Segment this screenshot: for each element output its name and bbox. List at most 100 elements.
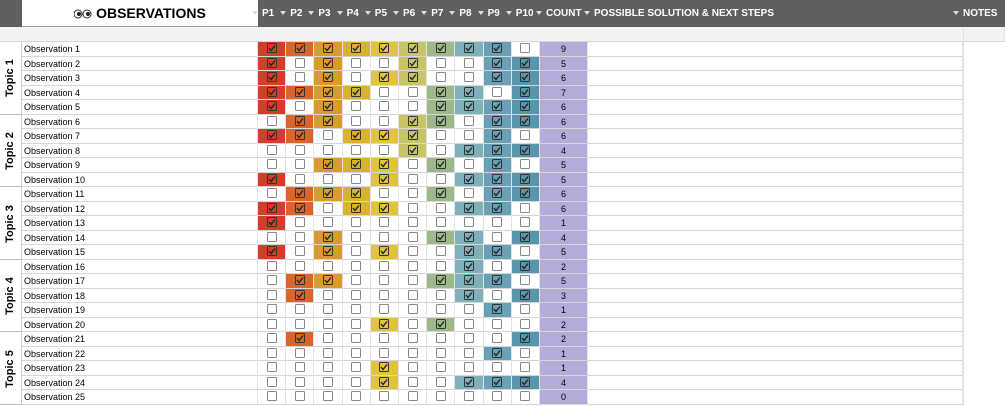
- checkbox-cell[interactable]: [342, 317, 371, 333]
- checkbox-cell[interactable]: [286, 114, 315, 130]
- checkbox-cell[interactable]: [258, 245, 287, 260]
- checkbox-cell[interactable]: [511, 100, 540, 115]
- checkbox-cell[interactable]: [483, 375, 512, 391]
- checkbox-cell[interactable]: [286, 361, 315, 376]
- checkbox-cell[interactable]: [455, 274, 484, 289]
- checkbox-cell[interactable]: [370, 56, 399, 72]
- checkbox-cell[interactable]: [286, 143, 315, 159]
- checkbox-cell[interactable]: [370, 230, 399, 246]
- checkbox-cell[interactable]: [286, 390, 315, 405]
- checkbox-cell[interactable]: [342, 201, 371, 217]
- checkbox-cell[interactable]: [427, 230, 456, 246]
- checkbox-cell[interactable]: [427, 216, 456, 231]
- checkbox-cell[interactable]: [455, 346, 484, 362]
- checkbox-cell[interactable]: [314, 332, 343, 347]
- checkbox-cell[interactable]: [455, 245, 484, 260]
- checkbox-cell[interactable]: [455, 100, 484, 115]
- checkbox-cell[interactable]: [455, 317, 484, 333]
- checkbox-cell[interactable]: [314, 288, 343, 304]
- checkbox-cell[interactable]: [427, 274, 456, 289]
- checkbox-cell[interactable]: [483, 187, 512, 202]
- checkbox-cell[interactable]: [258, 158, 287, 173]
- checkbox-cell[interactable]: [342, 56, 371, 72]
- filter-icon[interactable]: [280, 11, 287, 15]
- checkbox-cell[interactable]: [483, 390, 512, 405]
- checkbox-cell[interactable]: [511, 303, 540, 318]
- checkbox-cell[interactable]: [427, 56, 456, 72]
- checkbox-cell[interactable]: [258, 143, 287, 159]
- checkbox-cell[interactable]: [427, 375, 456, 391]
- checkbox-cell[interactable]: [483, 143, 512, 159]
- checkbox-cell[interactable]: [483, 114, 512, 130]
- checkbox-cell[interactable]: [511, 187, 540, 202]
- checkbox-cell[interactable]: [342, 245, 371, 260]
- checkbox-cell[interactable]: [511, 71, 540, 86]
- checkbox-cell[interactable]: [370, 245, 399, 260]
- checkbox-cell[interactable]: [314, 259, 343, 275]
- checkbox-cell[interactable]: [511, 42, 540, 57]
- filter-icon[interactable]: [953, 11, 959, 15]
- checkbox-cell[interactable]: [483, 85, 512, 101]
- checkbox-cell[interactable]: [399, 230, 428, 246]
- checkbox-cell[interactable]: [286, 201, 315, 217]
- checkbox-cell[interactable]: [399, 259, 428, 275]
- checkbox-cell[interactable]: [342, 303, 371, 318]
- checkbox-cell[interactable]: [455, 42, 484, 57]
- checkbox-cell[interactable]: [455, 158, 484, 173]
- checkbox-cell[interactable]: [511, 56, 540, 72]
- checkbox-cell[interactable]: [370, 317, 399, 333]
- checkbox-cell[interactable]: [511, 259, 540, 275]
- checkbox-cell[interactable]: [370, 85, 399, 101]
- checkbox-cell[interactable]: [370, 216, 399, 231]
- checkbox-cell[interactable]: [511, 230, 540, 246]
- checkbox-cell[interactable]: [314, 158, 343, 173]
- checkbox-cell[interactable]: [511, 346, 540, 362]
- checkbox-cell[interactable]: [258, 42, 287, 57]
- checkbox-cell[interactable]: [342, 390, 371, 405]
- checkbox-cell[interactable]: [370, 100, 399, 115]
- checkbox-cell[interactable]: [399, 114, 428, 130]
- checkbox-cell[interactable]: [399, 346, 428, 362]
- checkbox-cell[interactable]: [342, 346, 371, 362]
- checkbox-cell[interactable]: [427, 158, 456, 173]
- checkbox-cell[interactable]: [455, 230, 484, 246]
- checkbox-cell[interactable]: [370, 303, 399, 318]
- checkbox-cell[interactable]: [258, 259, 287, 275]
- checkbox-cell[interactable]: [511, 245, 540, 260]
- filter-icon[interactable]: [536, 11, 542, 15]
- checkbox-cell[interactable]: [258, 129, 287, 144]
- checkbox-cell[interactable]: [399, 56, 428, 72]
- checkbox-cell[interactable]: [427, 346, 456, 362]
- checkbox-cell[interactable]: [286, 85, 315, 101]
- checkbox-cell[interactable]: [455, 172, 484, 188]
- checkbox-cell[interactable]: [370, 201, 399, 217]
- checkbox-cell[interactable]: [511, 172, 540, 188]
- checkbox-cell[interactable]: [399, 100, 428, 115]
- checkbox-cell[interactable]: [314, 143, 343, 159]
- checkbox-cell[interactable]: [370, 332, 399, 347]
- checkbox-cell[interactable]: [427, 143, 456, 159]
- checkbox-cell[interactable]: [483, 56, 512, 72]
- checkbox-cell[interactable]: [342, 129, 371, 144]
- checkbox-cell[interactable]: [427, 317, 456, 333]
- checkbox-cell[interactable]: [427, 71, 456, 86]
- checkbox-cell[interactable]: [399, 143, 428, 159]
- checkbox-cell[interactable]: [511, 143, 540, 159]
- checkbox-cell[interactable]: [455, 71, 484, 86]
- checkbox-cell[interactable]: [370, 346, 399, 362]
- checkbox-cell[interactable]: [511, 375, 540, 391]
- checkbox-cell[interactable]: [399, 187, 428, 202]
- checkbox-cell[interactable]: [483, 100, 512, 115]
- checkbox-cell[interactable]: [483, 42, 512, 57]
- checkbox-cell[interactable]: [314, 56, 343, 72]
- checkbox-cell[interactable]: [483, 216, 512, 231]
- checkbox-cell[interactable]: [370, 42, 399, 57]
- checkbox-cell[interactable]: [342, 114, 371, 130]
- checkbox-cell[interactable]: [483, 288, 512, 304]
- checkbox-cell[interactable]: [258, 71, 287, 86]
- checkbox-cell[interactable]: [286, 129, 315, 144]
- checkbox-cell[interactable]: [483, 245, 512, 260]
- checkbox-cell[interactable]: [455, 129, 484, 144]
- checkbox-cell[interactable]: [455, 187, 484, 202]
- checkbox-cell[interactable]: [455, 143, 484, 159]
